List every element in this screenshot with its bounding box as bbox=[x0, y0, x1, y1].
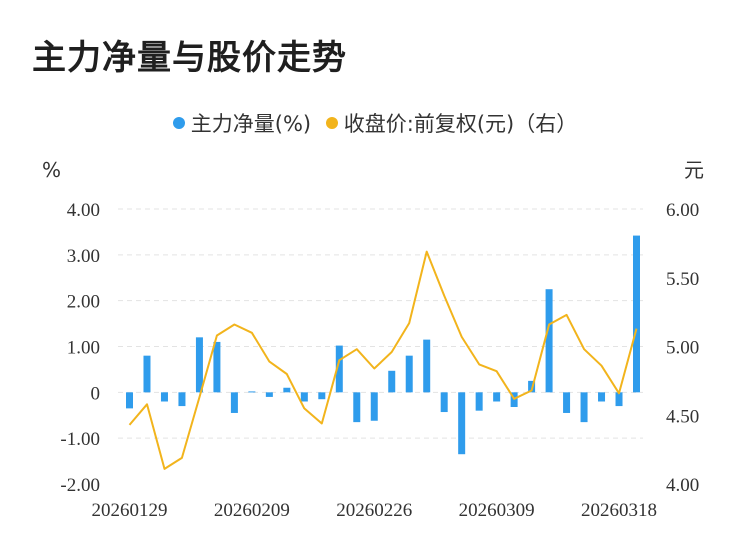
right-tick-label: 6.00 bbox=[666, 200, 699, 221]
price-line bbox=[128, 250, 638, 470]
bar bbox=[440, 392, 448, 413]
bar bbox=[126, 392, 133, 409]
x-tick-label: 20260129 bbox=[92, 500, 168, 521]
chart-title: 主力净量与股价走势 bbox=[32, 38, 347, 78]
bar bbox=[475, 392, 483, 411]
x-tick-label: 20260309 bbox=[459, 500, 535, 521]
bar bbox=[178, 392, 186, 407]
x-axis-ticks: 20260129 20260209 20260226 20260309 20260318 bbox=[92, 500, 658, 521]
legend-dot-bar-icon bbox=[172, 117, 185, 129]
legend-item-close-price[interactable]: 收盘价:前复权(元)（右） bbox=[325, 108, 578, 138]
left-tick-label: 2.00 bbox=[67, 292, 100, 313]
x-tick-label: 20260209 bbox=[214, 500, 290, 521]
bar-series bbox=[126, 235, 640, 455]
legend: 主力净量(%) 收盘价:前复权(元)（右） bbox=[0, 108, 750, 138]
left-tick-label: 3.00 bbox=[67, 246, 100, 267]
right-axis-unit: 元 bbox=[684, 158, 704, 182]
bar bbox=[248, 391, 256, 393]
bar bbox=[160, 392, 168, 402]
right-tick-label: 5.00 bbox=[666, 338, 699, 359]
bar bbox=[353, 392, 361, 423]
grid-lines bbox=[118, 208, 643, 439]
bar bbox=[213, 341, 221, 393]
bar bbox=[370, 392, 378, 421]
line-series bbox=[128, 250, 638, 470]
bar bbox=[318, 392, 326, 400]
right-tick-label: 5.50 bbox=[666, 269, 699, 290]
left-tick-label: -1.00 bbox=[60, 429, 100, 450]
bar bbox=[563, 392, 571, 413]
legend-item-net-flow[interactable]: 主力净量(%) bbox=[172, 108, 312, 138]
bar bbox=[545, 289, 553, 393]
bar bbox=[580, 392, 588, 423]
x-tick-label: 20260226 bbox=[336, 500, 412, 521]
bar bbox=[300, 392, 308, 402]
legend-label-close-price: 收盘价:前复权(元)（右） bbox=[343, 112, 578, 136]
bar bbox=[405, 355, 413, 393]
legend-dot-line-icon bbox=[325, 117, 338, 129]
bar bbox=[633, 235, 640, 393]
bar bbox=[283, 387, 291, 393]
bar bbox=[493, 392, 501, 402]
right-tick-label: 4.50 bbox=[666, 406, 699, 427]
x-tick-label: 20260318 bbox=[581, 500, 657, 521]
left-tick-label: 0 bbox=[91, 383, 101, 404]
bar bbox=[335, 345, 343, 393]
legend-label-net-flow: 主力净量(%) bbox=[190, 112, 312, 136]
bar bbox=[143, 355, 151, 393]
left-tick-label: -2.00 bbox=[60, 475, 100, 496]
bar bbox=[388, 370, 396, 393]
bar bbox=[598, 392, 606, 402]
bar bbox=[195, 337, 203, 393]
bar bbox=[265, 392, 273, 397]
left-tick-label: 4.00 bbox=[67, 200, 100, 221]
bar bbox=[615, 392, 623, 407]
left-tick-label: 1.00 bbox=[67, 338, 100, 359]
left-axis-ticks: -2.00 -1.00 0 1.00 2.00 3.00 4.00 bbox=[60, 200, 100, 496]
right-axis-ticks: 4.00 4.50 5.00 5.50 6.00 bbox=[666, 200, 699, 496]
bar bbox=[423, 339, 431, 393]
bar bbox=[458, 392, 466, 455]
bar bbox=[230, 392, 238, 413]
left-axis-unit: % bbox=[42, 158, 61, 182]
right-tick-label: 4.00 bbox=[666, 475, 699, 496]
